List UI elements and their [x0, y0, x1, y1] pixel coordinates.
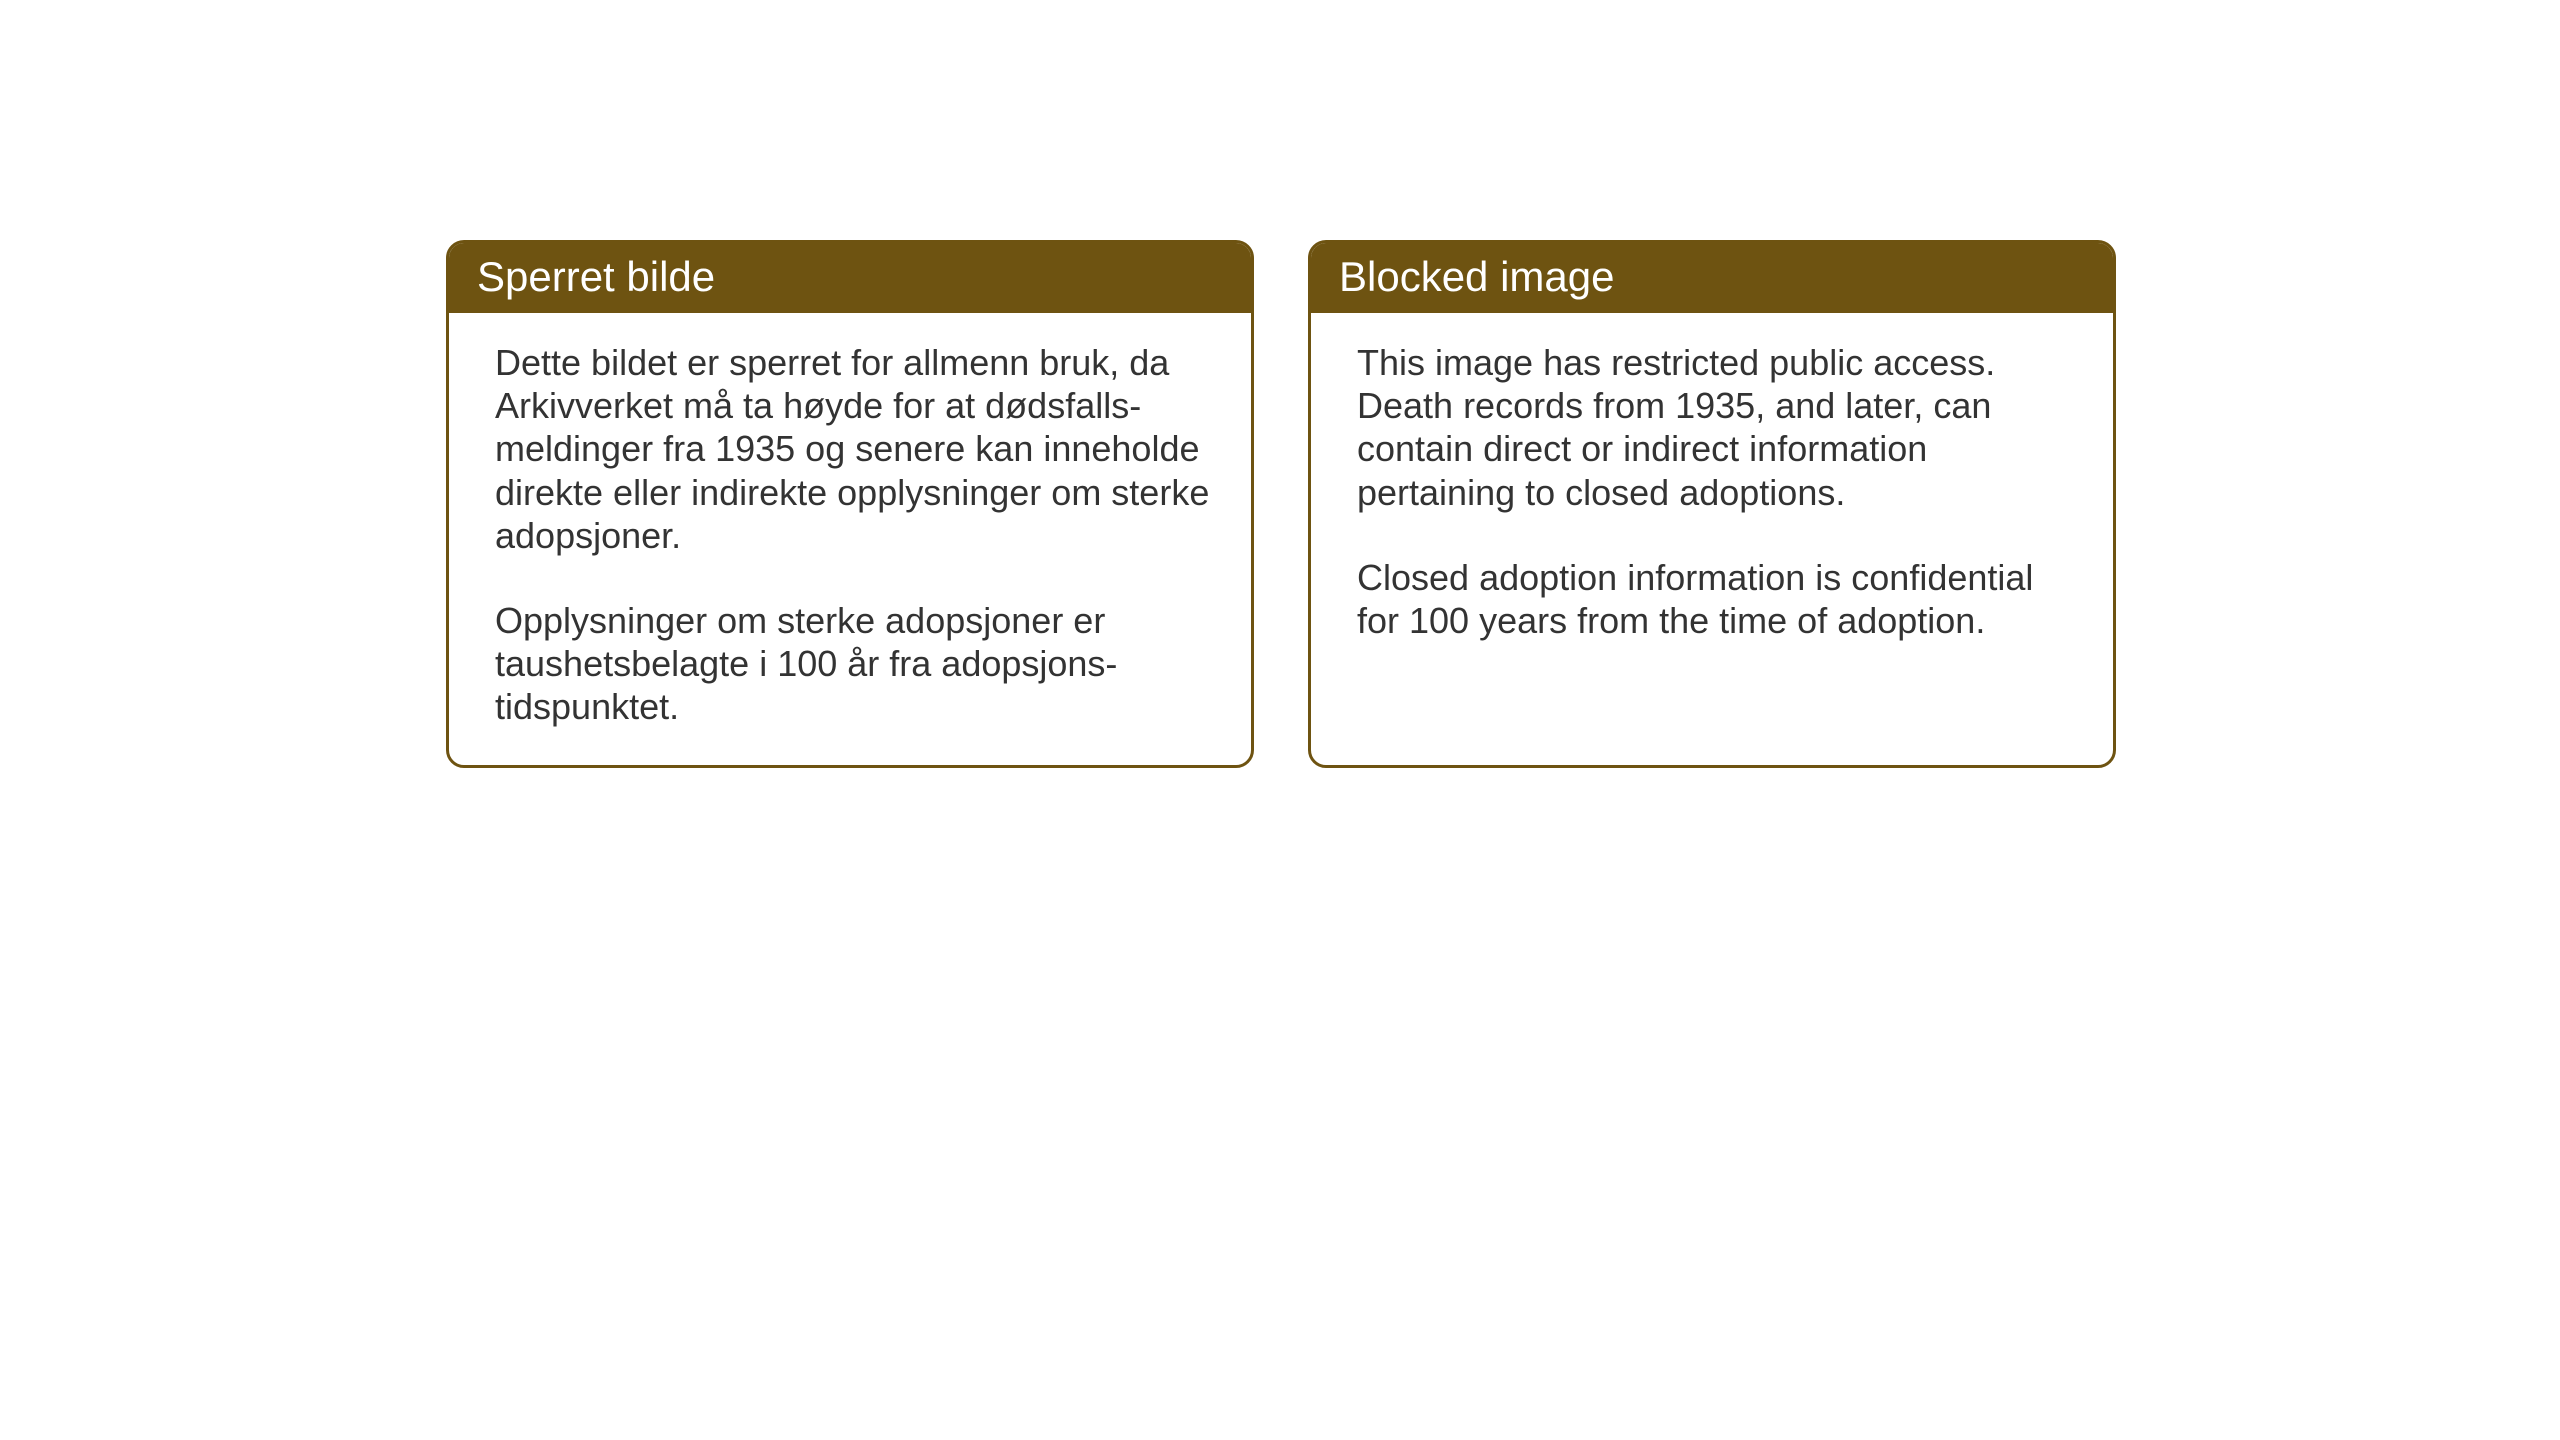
card-body-norwegian: Dette bildet er sperret for allmenn bruk… [449, 313, 1251, 765]
card-norwegian: Sperret bilde Dette bildet er sperret fo… [446, 240, 1254, 768]
card-paragraph-1-norwegian: Dette bildet er sperret for allmenn bruk… [495, 341, 1211, 557]
card-paragraph-1-english: This image has restricted public access.… [1357, 341, 2073, 514]
card-title-norwegian: Sperret bilde [477, 253, 715, 300]
card-english: Blocked image This image has restricted … [1308, 240, 2116, 768]
card-paragraph-2-english: Closed adoption information is confident… [1357, 556, 2073, 642]
card-header-norwegian: Sperret bilde [449, 243, 1251, 313]
card-body-english: This image has restricted public access.… [1311, 313, 2113, 722]
cards-container: Sperret bilde Dette bildet er sperret fo… [446, 240, 2116, 768]
card-title-english: Blocked image [1339, 253, 1614, 300]
card-header-english: Blocked image [1311, 243, 2113, 313]
card-paragraph-2-norwegian: Opplysninger om sterke adopsjoner er tau… [495, 599, 1211, 729]
